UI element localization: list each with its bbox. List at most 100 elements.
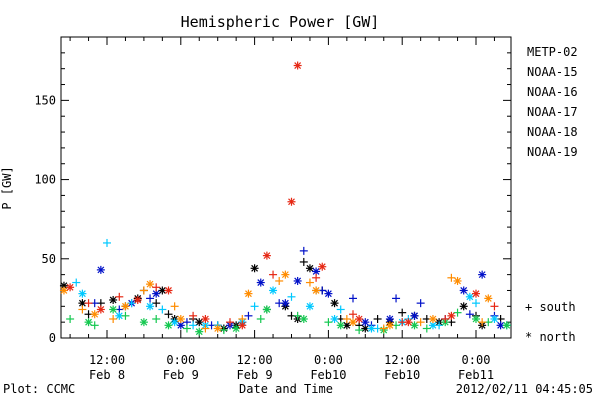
point-north — [59, 286, 68, 295]
point-north — [484, 294, 493, 303]
point-north — [262, 251, 271, 260]
point-south — [219, 326, 228, 335]
marker-legend-entry: * north — [525, 330, 576, 344]
point-south — [72, 278, 81, 287]
x-tick-label-date: Feb 8 — [89, 368, 125, 382]
point-south — [84, 299, 93, 308]
legend: METP-02 NOAA-15 NOAA-16 NOAA-17 NOAA-18 NOAA-… — [527, 45, 578, 159]
point-north — [146, 280, 155, 289]
point-north — [201, 314, 210, 323]
marker-legend-entry: + south — [525, 300, 576, 314]
point-north — [502, 321, 511, 330]
point-north — [78, 289, 87, 298]
x-tick-label-time: 0:00 — [314, 353, 343, 367]
legend-entry: NOAA-17 — [527, 105, 578, 119]
point-south — [269, 270, 278, 279]
point-south — [293, 311, 302, 320]
y-tick-label: 150 — [34, 93, 56, 107]
point-north — [96, 265, 105, 274]
point-north — [109, 295, 118, 304]
point-south — [103, 238, 111, 247]
point-north — [428, 314, 437, 323]
point-north — [472, 314, 480, 323]
point-north — [404, 318, 413, 327]
point-south — [152, 283, 161, 292]
point-north — [281, 270, 290, 279]
point-north — [146, 302, 155, 311]
point-south — [416, 299, 425, 308]
point-north — [324, 289, 333, 298]
point-south — [305, 278, 314, 287]
point-north — [139, 318, 148, 327]
point-north — [447, 311, 456, 320]
point-south — [472, 299, 480, 308]
point-south — [109, 314, 118, 323]
point-south — [78, 305, 87, 314]
point-north — [164, 321, 173, 330]
point-north — [293, 61, 302, 70]
point-south — [127, 299, 136, 308]
point-south — [152, 299, 161, 308]
point-north — [244, 289, 253, 298]
point-north — [349, 318, 357, 327]
point-north — [121, 302, 130, 311]
x-tick-label-time: 12:00 — [384, 353, 420, 367]
point-north — [336, 321, 345, 330]
point-north — [318, 262, 327, 271]
point-south — [244, 311, 253, 320]
point-north — [410, 321, 419, 330]
point-north — [459, 286, 468, 295]
point-north — [305, 302, 314, 311]
y-axis: 0 50 100 150 — [34, 52, 511, 345]
y-tick-label: 50 — [42, 252, 56, 266]
point-south — [182, 324, 191, 333]
point-north — [453, 276, 462, 285]
point-south — [465, 310, 474, 319]
point-south — [226, 318, 234, 327]
point-north — [96, 305, 105, 314]
point-north — [238, 321, 247, 330]
point-north — [133, 295, 142, 304]
point-south — [441, 314, 450, 323]
point-south — [164, 310, 173, 319]
point-north — [269, 286, 278, 295]
point-north — [472, 289, 480, 298]
y-tick-label: 100 — [34, 173, 56, 187]
point-north — [170, 318, 179, 327]
point-south — [324, 318, 333, 327]
plot-frame — [60, 36, 512, 339]
point-north — [312, 286, 321, 295]
point-north — [410, 311, 419, 320]
point-north — [490, 314, 499, 323]
point-north — [355, 314, 364, 323]
point-south — [189, 321, 198, 330]
point-north — [250, 264, 259, 273]
point-south — [66, 314, 75, 323]
point-south — [312, 273, 321, 282]
point-south — [250, 302, 259, 311]
legend-entry: NOAA-16 — [527, 85, 578, 99]
point-north — [330, 299, 339, 308]
x-tick-label-time: 12:00 — [89, 353, 125, 367]
point-north — [367, 324, 376, 333]
legend-entry: NOAA-19 — [527, 145, 578, 159]
point-north — [66, 283, 75, 292]
point-south — [287, 292, 296, 301]
footer-plot-credit: Plot: CCMC — [3, 382, 76, 396]
y-axis-label: P [GW] — [0, 166, 14, 209]
point-south — [478, 318, 487, 327]
point-south — [146, 294, 155, 303]
point-south — [398, 308, 407, 317]
point-south — [158, 305, 167, 314]
legend-entry: METP-02 — [527, 45, 578, 59]
point-north — [195, 318, 204, 327]
point-north — [195, 327, 204, 336]
x-tick-label-date: Feb10 — [310, 368, 346, 382]
x-tick-label-time: 12:00 — [237, 353, 273, 367]
point-south — [201, 324, 210, 333]
point-south — [379, 324, 388, 333]
point-north — [232, 324, 241, 333]
point-south — [373, 314, 382, 323]
point-north — [305, 264, 314, 273]
